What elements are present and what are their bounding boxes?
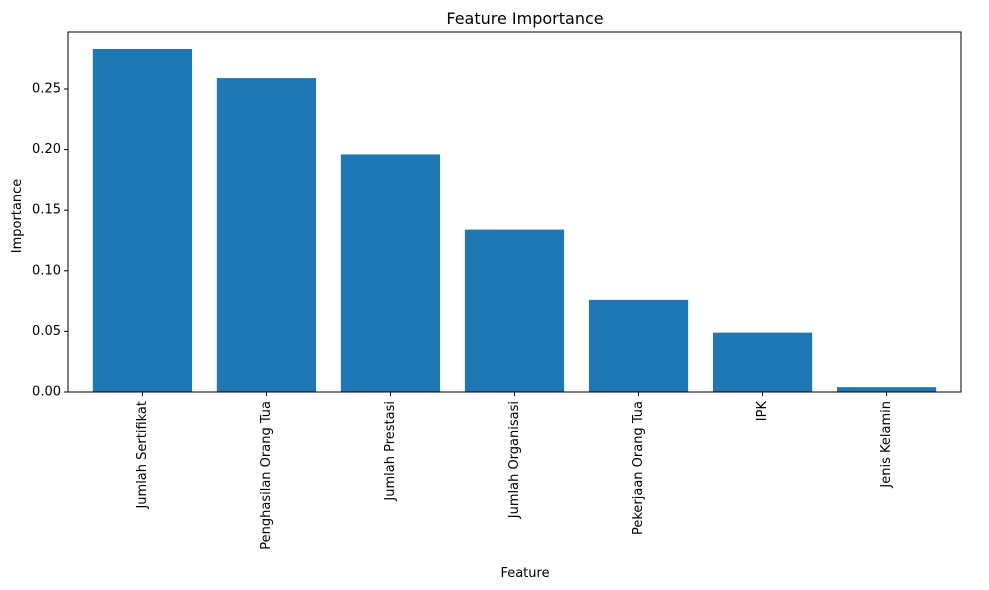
chart-title: Feature Importance bbox=[446, 9, 603, 28]
x-axis-label: Feature bbox=[500, 566, 549, 581]
x-tick-label: Jumlah Organisasi bbox=[507, 401, 522, 519]
x-tick-label: Jenis Kelamin bbox=[879, 401, 894, 489]
x-axis: Jumlah Sertifikat Penghasilan Orang Tua Ju… bbox=[135, 392, 894, 550]
y-tick-label: 0.20 bbox=[32, 142, 61, 157]
bars-group bbox=[92, 48, 937, 392]
plot-area bbox=[67, 31, 962, 393]
x-tick-label: IPK bbox=[755, 401, 770, 422]
bar bbox=[836, 387, 937, 392]
y-axis: 0.00 0.05 0.10 0.15 0.20 0.25 bbox=[32, 81, 68, 400]
y-tick-label: 0.15 bbox=[32, 203, 61, 218]
bar bbox=[588, 299, 689, 392]
bar bbox=[464, 229, 565, 392]
bar bbox=[92, 48, 193, 392]
y-tick-label: 0.10 bbox=[32, 263, 61, 278]
bar bbox=[216, 78, 317, 392]
y-tick-label: 0.00 bbox=[32, 385, 61, 400]
y-tick-label: 0.05 bbox=[32, 324, 61, 339]
y-axis-label: Importance bbox=[10, 179, 25, 254]
bar bbox=[712, 332, 813, 392]
x-tick-label: Jumlah Sertifikat bbox=[135, 401, 150, 510]
bar bbox=[340, 154, 441, 392]
x-tick-label: Pekerjaan Orang Tua bbox=[631, 401, 646, 535]
x-tick-label: Jumlah Prestasi bbox=[383, 401, 398, 502]
x-tick-label: Penghasilan Orang Tua bbox=[259, 401, 274, 550]
y-tick-label: 0.25 bbox=[32, 81, 61, 96]
